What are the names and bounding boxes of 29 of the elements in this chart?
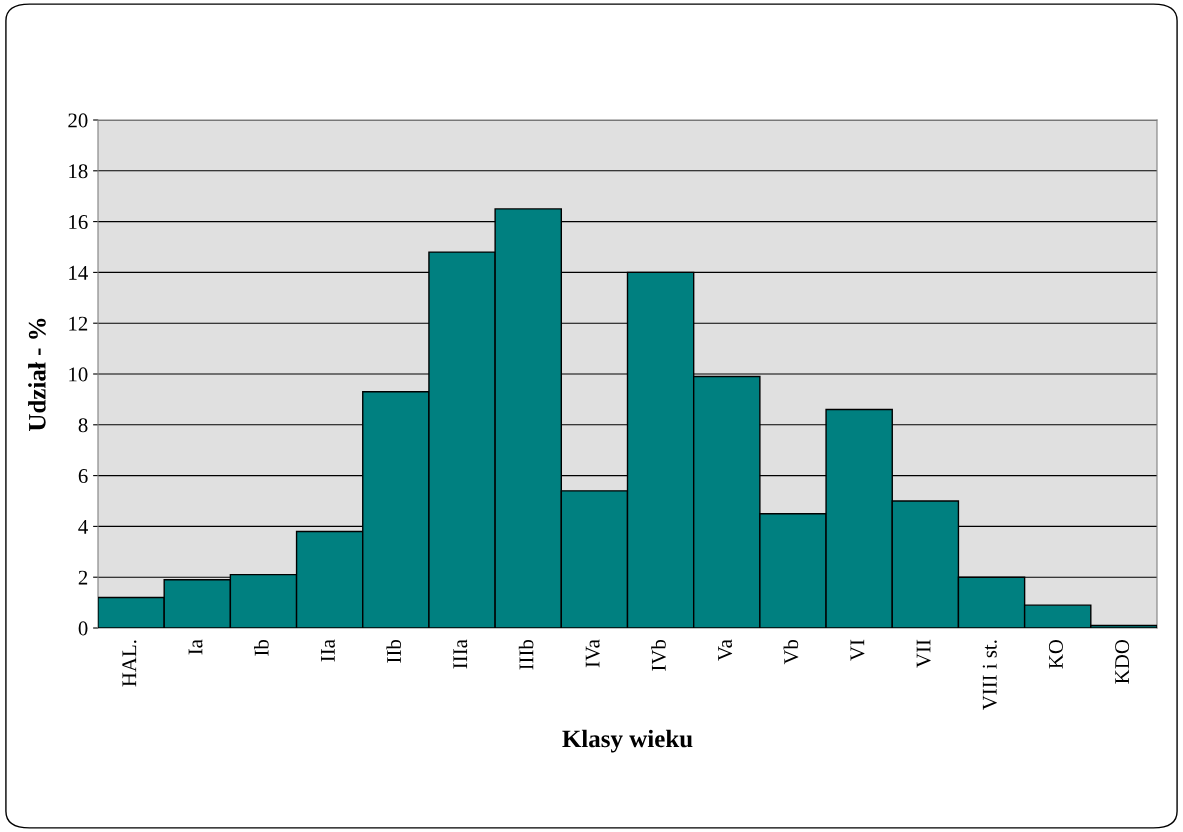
y-tick-label: 0 bbox=[78, 621, 88, 636]
x-tick-label: Va bbox=[718, 639, 733, 661]
y-tick-label: 6 bbox=[78, 469, 88, 484]
x-tick-label: Ia bbox=[188, 639, 203, 655]
y-tick-label: 12 bbox=[69, 316, 88, 331]
x-tick-label: KDO bbox=[1115, 639, 1130, 684]
x-tick-label: IIa bbox=[321, 639, 335, 662]
x-tick-label: IVa bbox=[585, 639, 600, 668]
x-tick-label: Ib bbox=[254, 639, 269, 656]
x-tick-label: IVb bbox=[651, 639, 666, 671]
x-tick-label: KO bbox=[1048, 639, 1063, 669]
x-tick-label: VII bbox=[916, 639, 931, 668]
x-axis-title: Klasy wieku bbox=[562, 729, 693, 753]
y-tick-label: 10 bbox=[69, 367, 88, 382]
x-tick-label: VIII i st. bbox=[982, 640, 997, 711]
x-tick-label: HAL. bbox=[122, 640, 137, 687]
y-axis-title: Udział - % bbox=[28, 318, 46, 432]
y-tick-label: 18 bbox=[69, 164, 88, 179]
x-tick-label: IIIa bbox=[453, 639, 468, 669]
x-tick-label: VI bbox=[850, 639, 865, 661]
y-tick-label: 8 bbox=[78, 418, 88, 433]
y-tick-label: 4 bbox=[78, 519, 88, 534]
y-tick-label: 20 bbox=[68, 113, 88, 128]
x-tick-label: IIb bbox=[386, 639, 402, 663]
y-tick-label: 2 bbox=[78, 570, 88, 585]
y-tick-label: 16 bbox=[69, 215, 88, 230]
x-tick-label: IIIb bbox=[518, 639, 534, 670]
x-tick-label: Vb bbox=[783, 639, 799, 665]
y-tick-label: 14 bbox=[69, 265, 88, 280]
